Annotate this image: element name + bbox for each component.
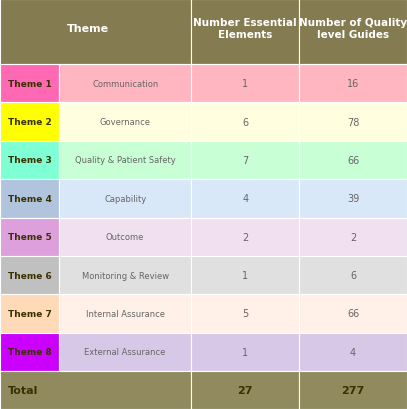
Text: 5: 5 [242,309,248,319]
Text: Theme 5: Theme 5 [8,233,51,242]
Text: 1: 1 [242,270,248,281]
Bar [299,103,407,142]
Bar [299,371,407,409]
Bar [299,218,407,256]
Bar [0,371,191,409]
Text: 277: 277 [341,385,365,395]
Text: 6: 6 [242,117,248,127]
Text: 4: 4 [242,194,248,204]
Text: 27: 27 [237,385,253,395]
Text: Theme 2: Theme 2 [8,118,51,127]
Bar [59,142,191,180]
Bar [59,103,191,142]
Bar [0,0,191,65]
Bar [299,180,407,218]
Text: External Assurance: External Assurance [85,348,166,356]
Bar [299,65,407,103]
Bar [0,218,59,256]
Bar [0,180,59,218]
Bar [191,65,299,103]
Bar [0,103,59,142]
Text: Outcome: Outcome [106,233,144,242]
Text: Theme 8: Theme 8 [8,348,51,356]
Bar [191,333,299,371]
Text: Communication: Communication [92,79,158,88]
Bar [59,333,191,371]
Text: 66: 66 [347,309,359,319]
Text: 39: 39 [347,194,359,204]
Text: 4: 4 [350,347,356,357]
Bar [59,218,191,256]
Text: 78: 78 [347,117,359,127]
Bar [299,333,407,371]
Text: Theme: Theme [67,24,109,34]
Bar [59,180,191,218]
Text: Theme 6: Theme 6 [8,271,51,280]
Bar [0,294,59,333]
Bar [299,142,407,180]
Text: Theme 4: Theme 4 [8,194,51,203]
Text: Internal Assurance: Internal Assurance [85,309,165,318]
Bar [59,65,191,103]
Bar [191,0,299,65]
Bar [0,142,59,180]
Text: Governance: Governance [100,118,151,127]
Text: Number of Quality
level Guides: Number of Quality level Guides [299,18,407,40]
Text: 1: 1 [242,79,248,89]
Text: Capability: Capability [104,194,146,203]
Text: Number Essential
Elements: Number Essential Elements [193,18,297,40]
Text: Theme 3: Theme 3 [8,156,51,165]
Text: Theme 7: Theme 7 [8,309,51,318]
Bar [299,294,407,333]
Text: Monitoring & Review: Monitoring & Review [81,271,169,280]
Bar [299,0,407,65]
Bar [0,65,59,103]
Bar [191,371,299,409]
Text: 6: 6 [350,270,356,281]
Bar [191,142,299,180]
Text: 16: 16 [347,79,359,89]
Bar [191,294,299,333]
Text: Total: Total [8,385,39,395]
Bar [0,256,59,294]
Bar [191,103,299,142]
Text: Quality & Patient Safety: Quality & Patient Safety [75,156,175,165]
Text: 7: 7 [242,155,248,166]
Text: 2: 2 [242,232,248,242]
Bar [299,256,407,294]
Bar [191,180,299,218]
Bar [59,294,191,333]
Text: 66: 66 [347,155,359,166]
Bar [191,218,299,256]
Bar [191,256,299,294]
Bar [59,256,191,294]
Text: Theme 1: Theme 1 [8,79,51,88]
Text: 1: 1 [242,347,248,357]
Text: 2: 2 [350,232,356,242]
Bar [0,333,59,371]
